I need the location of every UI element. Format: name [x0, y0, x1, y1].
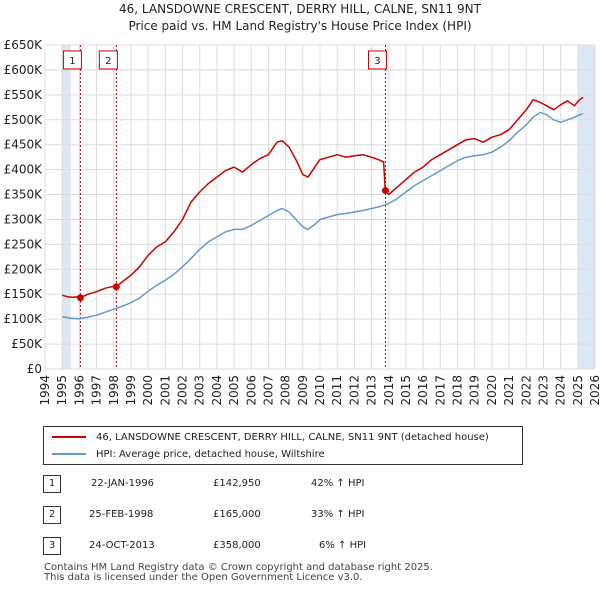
- x-tick-label: 2000: [141, 375, 155, 406]
- x-tick-label: 2010: [313, 375, 327, 406]
- axes: £0 £50K £100K £150K £200K £250K £300K £350K £400…: [4, 38, 600, 406]
- sale-label-box: [367, 50, 387, 70]
- y-tick-label: £0: [27, 362, 42, 376]
- legend-label-hpi: HPI: Average price, detached house, Wilt…: [96, 448, 325, 460]
- legend-swatch-hpi: [52, 453, 86, 455]
- x-tick-label: 1999: [124, 375, 138, 406]
- x-tick-label: 2005: [227, 375, 241, 406]
- y-tick-label: £650K: [4, 38, 44, 52]
- sale-point: [381, 187, 389, 195]
- sale-label-box: [62, 50, 82, 70]
- y-tick-label: £550K: [4, 88, 44, 102]
- x-tick-label: 2011: [330, 375, 344, 406]
- transaction-date: 22-JAN-1996: [91, 478, 155, 489]
- x-tick-label: 2018: [451, 375, 465, 406]
- transaction-price: £358,000: [213, 540, 261, 551]
- x-tick-label: 2024: [554, 375, 568, 406]
- transaction-hpi-change: 42% ↑ HPI: [311, 478, 365, 489]
- chart-subtitle: Price paid vs. HM Land Registry's House …: [128, 19, 472, 33]
- transaction-row: 1 22-JAN-1996 £142,950 42% ↑ HPI: [43, 475, 443, 495]
- transaction-number: 3: [43, 537, 61, 555]
- legend: 46, LANSDOWNE CRESCENT, DERRY HILL, CALN…: [43, 426, 523, 465]
- x-tick-label: 2023: [536, 375, 550, 406]
- x-tick-label: 1995: [55, 375, 69, 406]
- transaction-date: 25-FEB-1998: [89, 509, 154, 520]
- sale-label-box: [98, 50, 118, 70]
- transaction-number: 2: [43, 506, 61, 524]
- x-tick-label: 2019: [468, 375, 482, 406]
- y-tick-label: £250K: [4, 237, 44, 251]
- legend-item-property: 46, LANSDOWNE CRESCENT, DERRY HILL, CALN…: [52, 429, 489, 445]
- x-tick-label: 2016: [416, 375, 430, 406]
- y-tick-label: £150K: [4, 287, 44, 301]
- x-tick-label: 2025: [571, 375, 585, 406]
- x-tick-label: 1996: [72, 375, 86, 406]
- legend-swatch-property: [52, 436, 86, 438]
- x-tick-label: 2009: [296, 375, 310, 406]
- price-chart: £0 £50K £100K £150K £200K £250K £300K £350K £400…: [4, 38, 600, 406]
- sale-labels: 1 2 3: [62, 50, 387, 70]
- sale-marker-lines: [79, 45, 386, 369]
- x-tick-label: 2022: [519, 375, 533, 406]
- transaction-hpi-change: 33% ↑ HPI: [311, 509, 365, 520]
- y-tick-label: £350K: [4, 188, 44, 202]
- sale-label-text: 2: [105, 56, 111, 67]
- x-tick-label: 1997: [90, 375, 104, 406]
- x-tick-label: 2014: [382, 375, 396, 406]
- legend-item-hpi: HPI: Average price, detached house, Wilt…: [52, 446, 325, 462]
- x-tick-label: 2006: [244, 375, 258, 406]
- x-tick-label: 2001: [158, 375, 172, 406]
- y-tick-label: £500K: [4, 113, 44, 127]
- sale-point: [76, 294, 84, 302]
- transaction-hpi-change: 6% ↑ HPI: [319, 540, 367, 551]
- x-tick-label: 2020: [485, 375, 499, 406]
- transaction-row: 2 25-FEB-1998 £165,000 33% ↑ HPI: [43, 506, 443, 526]
- y-tick-label: £300K: [4, 212, 44, 226]
- transaction-number: 1: [43, 475, 61, 493]
- x-tick-label: 2021: [502, 375, 516, 406]
- x-tick-label: 2026: [588, 375, 600, 406]
- x-tick-label: 2015: [399, 375, 413, 406]
- transaction-row: 3 24-OCT-2013 £358,000 6% ↑ HPI: [43, 537, 443, 557]
- x-tick-label: 2002: [176, 375, 190, 406]
- transaction-date: 24-OCT-2013: [89, 540, 155, 551]
- x-tick-label: 2004: [210, 375, 224, 406]
- x-tick-label: 2007: [261, 375, 275, 406]
- property-series-line: [61, 96, 584, 299]
- sale-point: [112, 283, 120, 291]
- x-tick-label: 2003: [193, 375, 207, 406]
- y-tick-label: £50K: [11, 337, 43, 351]
- footer-licence: This data is licensed under the Open Gov…: [44, 572, 363, 583]
- transaction-price: £165,000: [213, 509, 261, 520]
- y-tick-label: £100K: [4, 312, 44, 326]
- hpi-series-line: [62, 111, 584, 320]
- footer-copyright: Contains HM Land Registry data © Crown c…: [44, 562, 433, 573]
- chart-title: 46, LANSDOWNE CRESCENT, DERRY HILL, CALN…: [119, 2, 481, 16]
- x-tick-label: 1998: [107, 375, 121, 406]
- x-tick-label: 1994: [38, 375, 52, 406]
- x-tick-label: 2008: [279, 375, 293, 406]
- y-tick-label: £450K: [4, 138, 44, 152]
- x-tick-label: 2012: [347, 375, 361, 406]
- shaded-range: [577, 45, 595, 369]
- y-tick-label: £200K: [4, 262, 44, 276]
- shaded-range: [62, 45, 71, 369]
- y-tick-label: £400K: [4, 163, 44, 177]
- series: [61, 96, 584, 320]
- x-tick-label: 2017: [433, 375, 447, 406]
- legend-label-property: 46, LANSDOWNE CRESCENT, DERRY HILL, CALN…: [96, 431, 489, 443]
- y-tick-label: £600K: [4, 63, 44, 77]
- sale-label-text: 3: [374, 56, 380, 67]
- sale-label-text: 1: [69, 56, 75, 67]
- transaction-price: £142,950: [213, 478, 261, 489]
- x-tick-label: 2013: [365, 375, 379, 406]
